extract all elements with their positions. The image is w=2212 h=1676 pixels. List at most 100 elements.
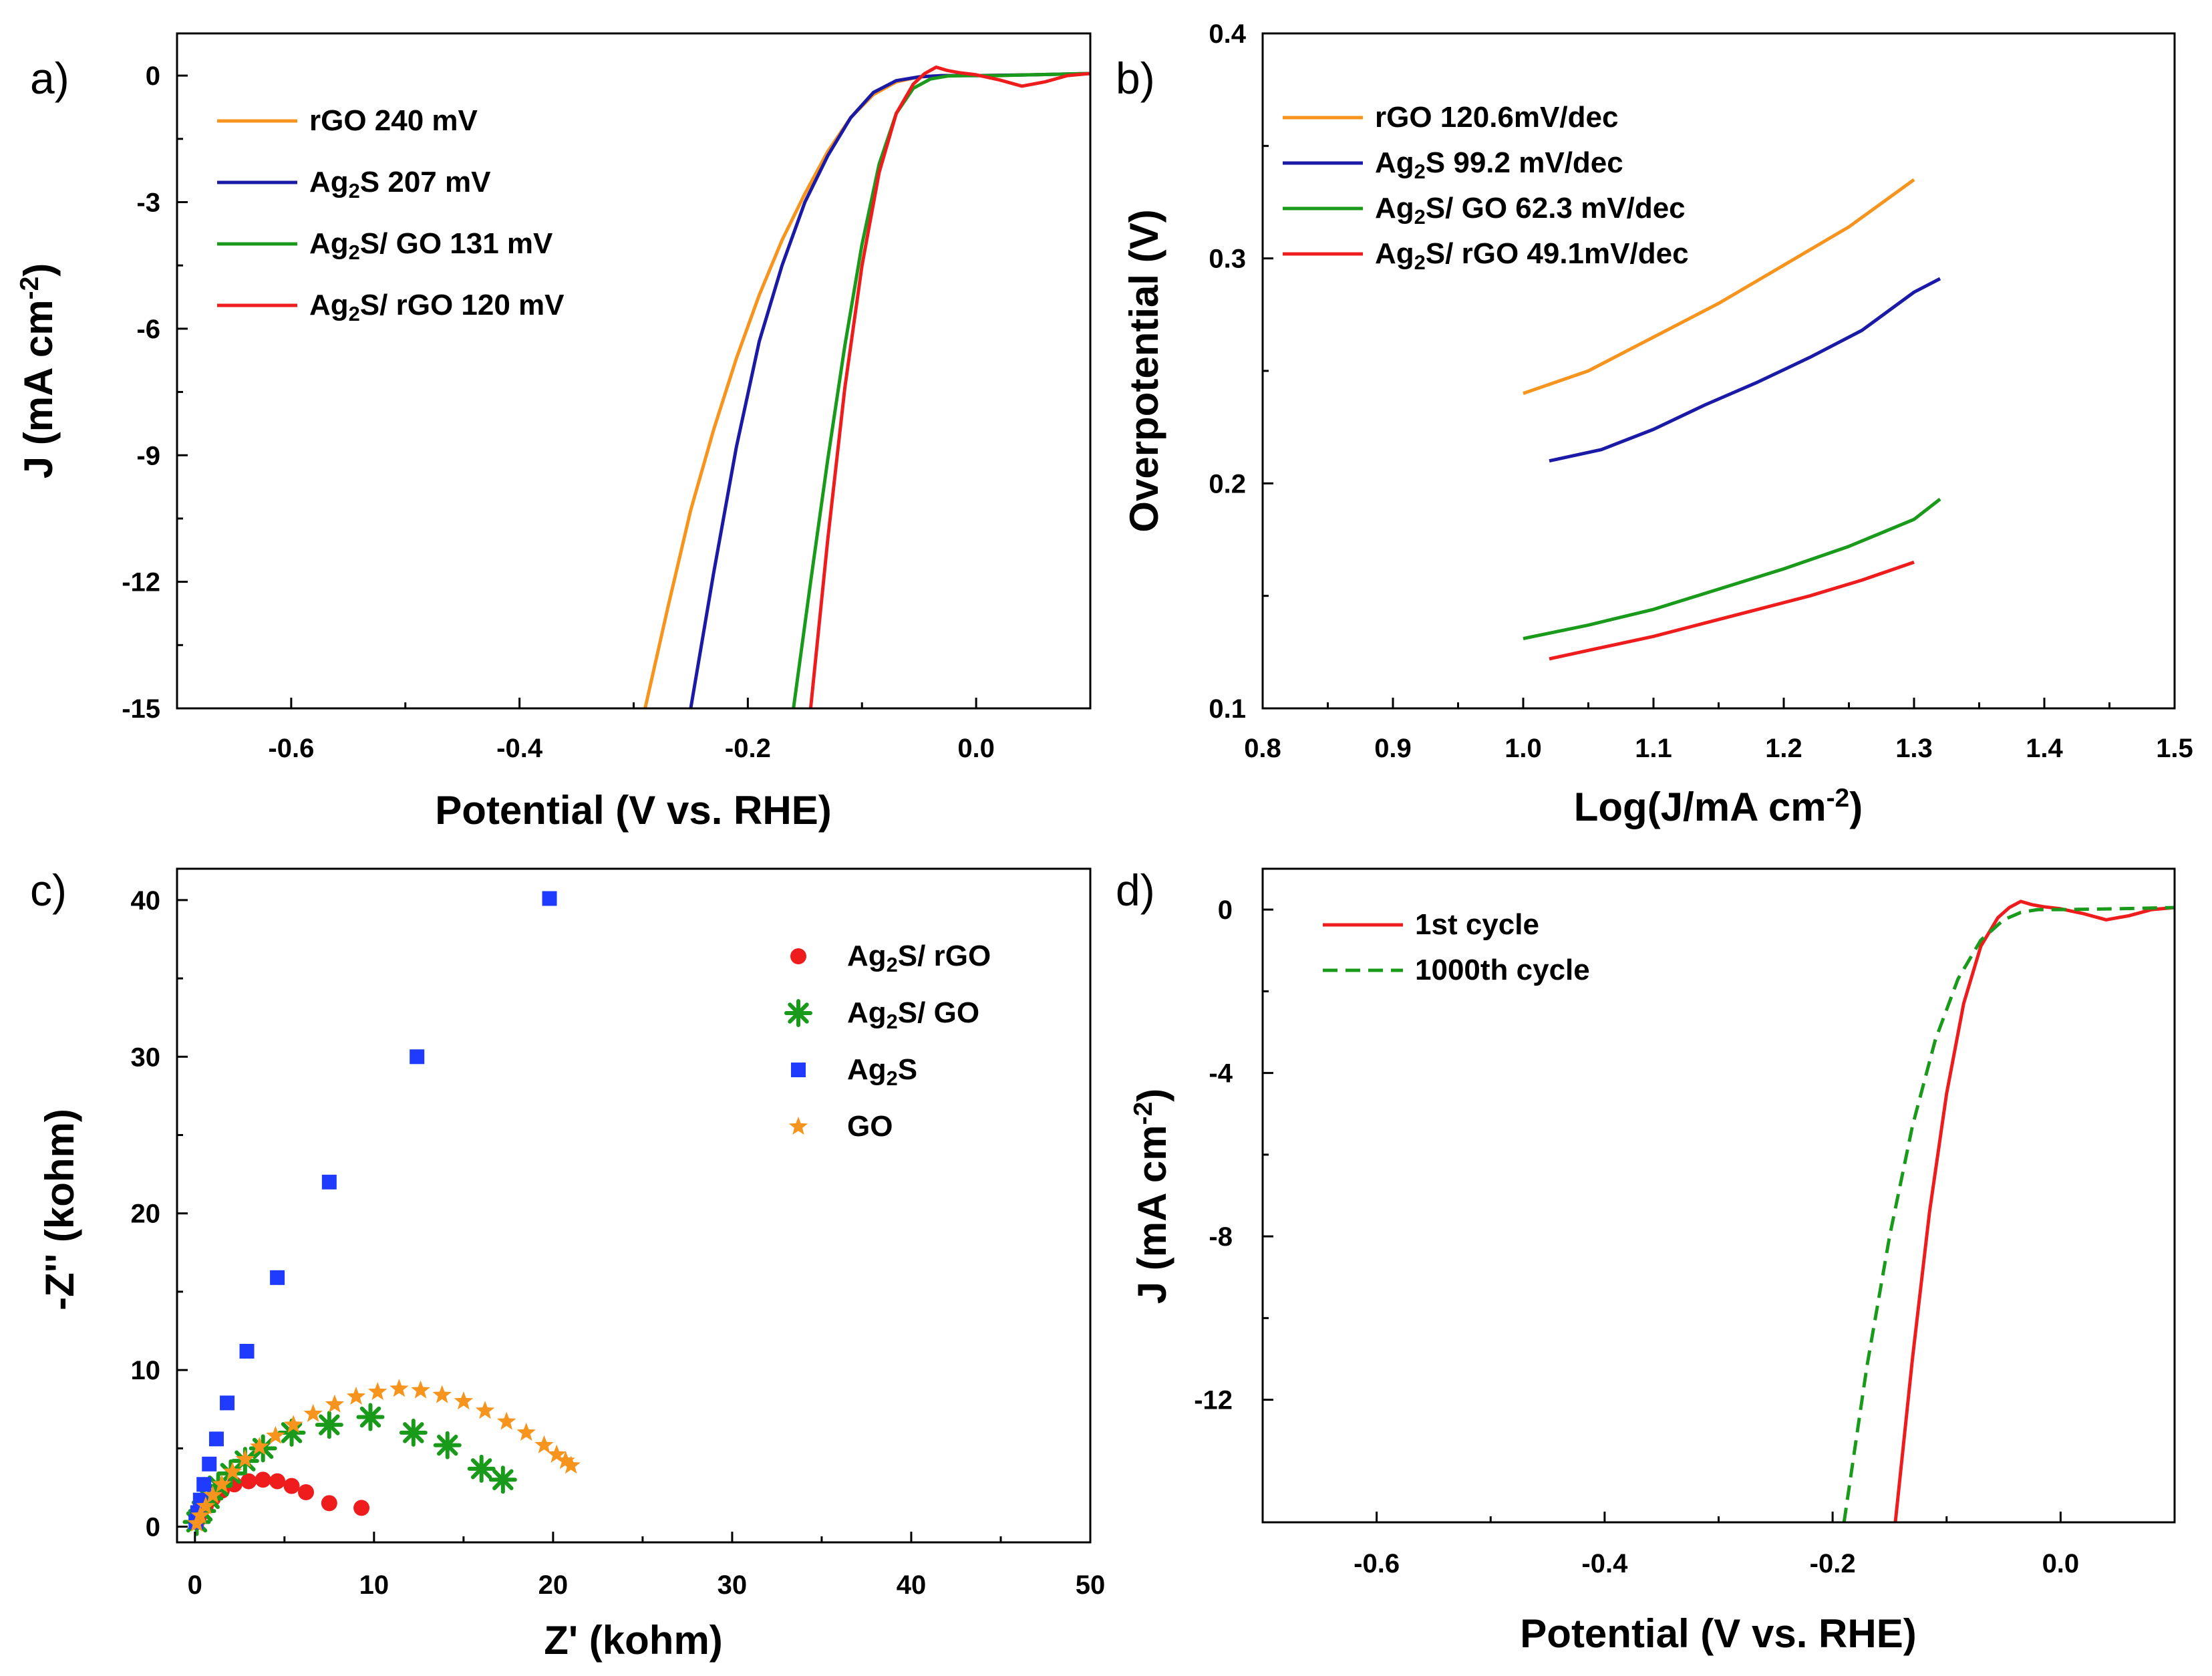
x-tick-label: 30 [718, 1570, 748, 1600]
x-tick-label: 1.1 [1635, 734, 1672, 763]
data-point-star [454, 1391, 474, 1410]
data-point-square [321, 1174, 337, 1190]
data-point-circle [297, 1484, 314, 1500]
data-point-star [250, 1437, 269, 1455]
x-tick-label: 10 [359, 1570, 389, 1600]
data-point-square [208, 1431, 224, 1447]
legend: rGO 240 mV Ag2S 207 mV Ag2S/ GO 131 mV Ag2S… [217, 104, 565, 325]
x-tick-label: 40 [897, 1570, 927, 1600]
data-point-star [561, 1455, 581, 1474]
legend-label: rGO 120.6mV/dec [1375, 101, 1618, 134]
data-point-square [239, 1344, 255, 1359]
x-tick-label: 0.0 [957, 734, 995, 763]
chart-panel-c: c) 0 10 20 30 40 50 0 10 20 30 40 Z' (kohm) -Z'' (ko… [30, 865, 1105, 1663]
x-tick-label: 1.0 [1505, 734, 1542, 763]
x-tick-label: -0.4 [1581, 1549, 1628, 1578]
x-tick-label: 20 [538, 1570, 569, 1600]
y-tick-label: 0.1 [1209, 694, 1246, 724]
y-tick-label: 0 [146, 1513, 160, 1542]
data-point-star [284, 1415, 303, 1433]
x-axis-title: Potential (V vs. RHE) [1520, 1611, 1916, 1656]
data-point-square [791, 1063, 806, 1077]
series-line-ag2s-rgo-49-1mv-dec [1549, 560, 1915, 661]
y-tick-label: 40 [131, 886, 161, 916]
data-point-star [235, 1449, 255, 1468]
data-point-circle [269, 1473, 286, 1490]
data-point-circle [353, 1500, 370, 1516]
y-axis-title: J (mA cm-2) [15, 263, 61, 479]
y-tick-label: -3 [136, 188, 160, 218]
data-point-star [367, 1382, 387, 1401]
y-tick-label: -9 [136, 441, 160, 470]
plot-area [182, 891, 581, 1536]
chart-panel-b: b) 0.8 0.9 1.0 1.1 1.2 1.3 1.4 1.5 0.1 0.2 0.3 0.4 L… [1116, 19, 2193, 829]
data-point-square [410, 1049, 425, 1065]
data-point-star [266, 1425, 285, 1444]
x-tick-label: -0.4 [496, 734, 543, 763]
plot-area [1523, 178, 1941, 661]
data-point-star [190, 1506, 210, 1524]
data-point-star [496, 1411, 516, 1430]
y-tick-label: 0.4 [1209, 19, 1246, 49]
plot-area [643, 65, 1090, 708]
data-point-circle [790, 948, 806, 964]
series-line-1000th-cycle [1842, 905, 2175, 1522]
legend-label: Ag2S 99.2 mV/dec [1375, 146, 1623, 183]
data-point-asterisk [356, 1403, 385, 1431]
data-point-star [196, 1496, 216, 1515]
x-tick-label: 1.2 [1765, 734, 1802, 763]
y-axis-title: J (mA cm-2) [1129, 1089, 1175, 1304]
y-tick-label: 10 [131, 1356, 161, 1385]
x-tick-label: -0.6 [268, 734, 314, 763]
plot-area [1842, 899, 2175, 1522]
series-line-ag2s-99-2-mv-dec [1549, 277, 1941, 463]
series-go [187, 1379, 581, 1532]
panel-label: c) [30, 865, 67, 915]
data-point-star [325, 1394, 345, 1413]
legend-label: GO [847, 1110, 893, 1143]
series-line-ag2s-go-62-3-mv-dec [1523, 497, 1941, 641]
data-point-asterisk [784, 999, 812, 1027]
x-axis-title: Log(J/mA cm-2) [1574, 784, 1863, 830]
data-point-square [542, 891, 557, 906]
x-tick-label: 0 [188, 1570, 202, 1600]
data-point-star [411, 1380, 430, 1399]
series-line-ag2s-rgo-120-mv [808, 65, 1090, 708]
panel-label: b) [1116, 53, 1155, 103]
series-line-rgo-120-6mv-dec [1523, 178, 1915, 396]
data-point-circle [321, 1495, 337, 1512]
data-point-star [788, 1117, 808, 1135]
y-tick-label: 30 [131, 1042, 161, 1072]
x-tick-label: 1.4 [2026, 734, 2063, 763]
legend-label: Ag2S/ GO 62.3 mV/dec [1375, 192, 1686, 229]
legend-label: Ag2S/ GO [847, 996, 979, 1033]
chart-panel-a: a) -0.6 -0.4 -0.2 0.0 0 -3 -6 -9 -12 -15 Potential… [15, 32, 1092, 833]
data-point-star [547, 1444, 567, 1463]
y-tick-label: -8 [1209, 1222, 1233, 1252]
legend: Ag2S/ rGO Ag2S/ GO Ag2S GO [784, 940, 991, 1143]
data-point-star [534, 1435, 554, 1453]
y-tick-label: -4 [1209, 1059, 1233, 1089]
x-tick-label: -0.2 [1810, 1549, 1856, 1578]
data-point-star [432, 1385, 452, 1403]
data-point-circle [241, 1473, 257, 1490]
data-point-star [475, 1401, 495, 1419]
data-point-asterisk [433, 1431, 462, 1459]
y-tick-label: 0.2 [1209, 469, 1246, 499]
y-axis-title: -Z'' (kohm) [37, 1109, 82, 1310]
data-point-asterisk [467, 1454, 496, 1483]
data-point-star [187, 1513, 206, 1532]
data-point-asterisk [488, 1465, 517, 1494]
panel-label: a) [30, 53, 69, 103]
data-point-asterisk [315, 1411, 343, 1439]
x-tick-label: 0.8 [1244, 734, 1281, 763]
legend-label: 1st cycle [1415, 908, 1539, 941]
legend-label: Ag2S/ GO 131 mV [309, 227, 553, 264]
y-axis-title: Overpotential (V) [1122, 209, 1166, 532]
legend-label: Ag2S/ rGO 49.1mV/dec [1375, 237, 1689, 274]
chart-panel-d: d) -0.6 -0.4 -0.2 0.0 0 -4 -8 -12 Potential (V v… [1116, 865, 2176, 1656]
axes-frame [176, 867, 1092, 1544]
data-point-square [196, 1477, 212, 1492]
